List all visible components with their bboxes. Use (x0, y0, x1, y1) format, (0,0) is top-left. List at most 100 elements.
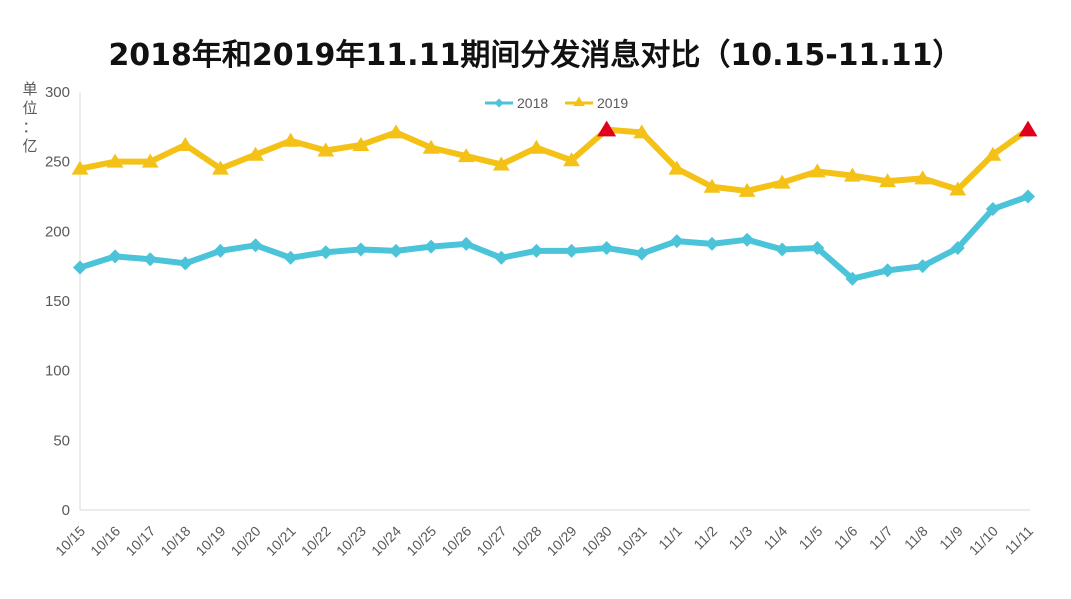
x-tick-label: 10/28 (508, 523, 544, 559)
x-tick-label: 11/6 (831, 523, 861, 553)
x-tick-label: 11/8 (901, 523, 931, 553)
x-tick-label: 10/20 (228, 523, 264, 559)
x-tick-label: 10/21 (263, 523, 299, 559)
point-2018 (705, 236, 719, 251)
point-2019 (492, 156, 510, 171)
x-tick-label: 10/31 (614, 523, 650, 559)
point-2019 (457, 148, 475, 163)
point-2018 (564, 243, 579, 258)
point-2019 (949, 181, 967, 196)
x-tick-label: 10/18 (157, 523, 193, 559)
point-2018 (915, 259, 930, 274)
legend-label: 2019 (597, 95, 628, 111)
x-tick-label: 11/2 (690, 523, 720, 553)
y-tick-label: 200 (45, 223, 70, 240)
point-2018 (845, 271, 860, 286)
legend-marker (573, 96, 585, 107)
point-2019 (282, 132, 300, 147)
x-tick-label: 10/16 (87, 523, 123, 559)
point-2019 (984, 146, 1002, 161)
y-axis-unit-char: ： (22, 118, 37, 136)
point-2018 (599, 241, 614, 256)
y-tick-label: 250 (45, 154, 70, 171)
series-line-2019 (79, 126, 1030, 194)
point-2018 (143, 252, 158, 267)
point-2018 (318, 245, 333, 260)
series-2018 (73, 189, 1035, 286)
point-2018 (424, 239, 439, 254)
x-tick-label: 10/17 (122, 523, 158, 559)
legend-item-2018: 2018 (485, 95, 548, 111)
point-2019 (212, 160, 229, 175)
point-2019 (317, 142, 335, 157)
point-2019 (176, 136, 194, 151)
point-2019 (844, 167, 861, 182)
point-2019 (71, 160, 89, 175)
x-tick-label: 10/29 (544, 523, 580, 559)
x-tick-label: 11/11 (1001, 523, 1036, 558)
point-2018 (459, 236, 474, 251)
y-tick-label: 50 (53, 432, 70, 449)
point-2019 (563, 152, 580, 167)
x-tick-label: 11/5 (796, 523, 826, 553)
y-axis-unit-char: 位 (22, 99, 37, 117)
point-2018 (669, 234, 684, 249)
point-2018 (634, 246, 649, 261)
point-2019 (247, 146, 264, 161)
point-2019 (703, 178, 721, 193)
point-2018 (108, 249, 123, 264)
point-2019 (528, 139, 545, 154)
point-2019-highlight (1018, 120, 1038, 137)
y-tick-label: 100 (45, 363, 70, 380)
x-tick-label: 10/22 (298, 523, 334, 559)
point-2018 (810, 241, 825, 256)
legend: 2018 2019 (485, 95, 628, 111)
point-2018 (1021, 189, 1035, 204)
point-2018 (178, 256, 193, 271)
chart-title: 2018年和2019年11.11期间分发消息对比（10.15-11.11） (108, 38, 963, 73)
x-tick-label: 11/9 (936, 523, 966, 553)
x-tick-label: 10/15 (52, 523, 88, 559)
point-2019 (668, 160, 686, 175)
point-2019 (633, 124, 651, 139)
point-2019 (106, 153, 124, 168)
series-line-2018 (79, 193, 1030, 282)
point-2019 (773, 174, 791, 189)
point-2018 (353, 242, 368, 257)
point-2018 (283, 250, 298, 265)
x-tick-label: 10/19 (192, 523, 228, 559)
point-2018 (248, 238, 263, 253)
y-tick-label: 300 (45, 84, 70, 101)
point-2019 (141, 153, 159, 168)
point-2018 (213, 243, 228, 258)
point-2019-highlight (597, 120, 617, 137)
x-tick-label: 10/23 (333, 523, 369, 559)
legend-item-2019: 2019 (565, 95, 628, 111)
series-2019 (71, 120, 1038, 197)
point-2018 (985, 202, 1000, 217)
point-2018 (775, 242, 790, 257)
x-tick-label: 10/26 (438, 523, 474, 559)
y-axis-unit-char: 亿 (22, 137, 37, 155)
point-2018 (73, 260, 87, 275)
series-layer (71, 120, 1038, 286)
point-2019 (808, 163, 826, 178)
x-tick-label: 10/30 (579, 523, 615, 559)
point-2018 (950, 241, 965, 256)
legend-marker (494, 98, 504, 108)
x-tick-label: 10/24 (368, 523, 404, 559)
x-tick-label: 10/27 (473, 523, 509, 559)
y-tick-label: 0 (62, 502, 70, 519)
legend-label: 2018 (517, 95, 548, 111)
point-2019 (352, 136, 370, 151)
point-2019 (422, 139, 440, 154)
x-tick-label: 11/4 (760, 523, 790, 553)
point-2018 (740, 232, 755, 247)
x-tick-label: 11/10 (966, 523, 1002, 559)
x-tick-label: 10/25 (403, 523, 439, 559)
point-2019 (879, 173, 896, 188)
x-tick-label: 11/3 (725, 523, 755, 553)
point-2019 (738, 182, 756, 197)
